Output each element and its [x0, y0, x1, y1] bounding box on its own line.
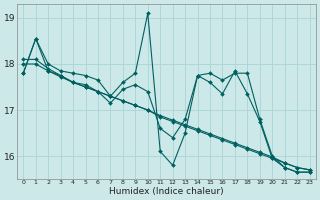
X-axis label: Humidex (Indice chaleur): Humidex (Indice chaleur) [109, 187, 224, 196]
